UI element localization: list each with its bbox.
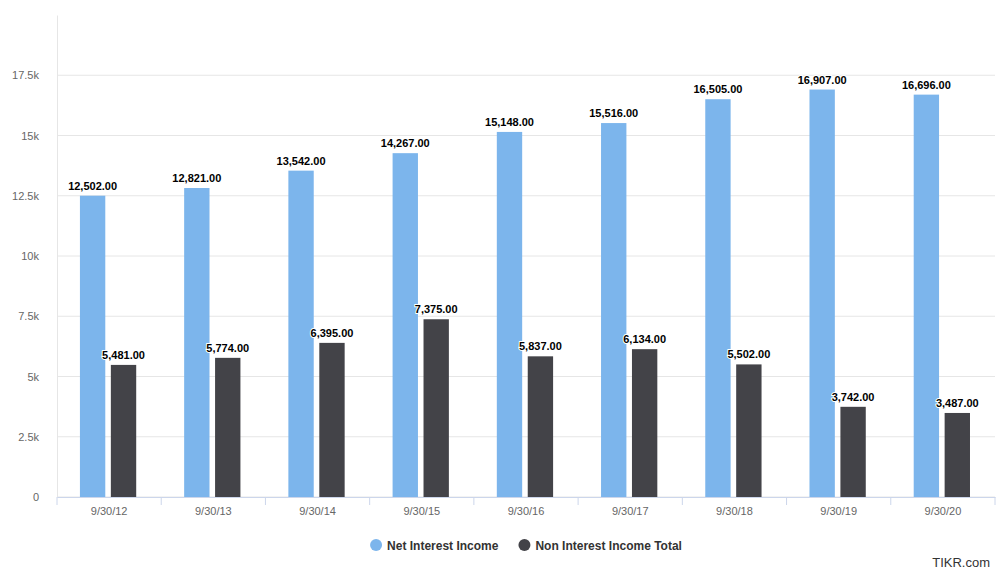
legend-symbol xyxy=(518,539,530,551)
x-axis-line xyxy=(58,497,996,498)
bar xyxy=(632,349,657,497)
y-tick-label: 10k xyxy=(21,250,39,262)
x-tick-label: 9/30/12 xyxy=(91,505,128,517)
bar xyxy=(705,99,730,497)
x-tick: 9/30/19 xyxy=(820,505,857,517)
data-label: 13,542.00 xyxy=(277,155,326,167)
y-tick-label: 12.5k xyxy=(12,190,39,202)
y-tick: 12.5k xyxy=(12,190,57,202)
y-axis-line xyxy=(57,16,58,498)
x-boundary-mark xyxy=(161,497,162,505)
x-tick-label: 9/30/19 xyxy=(820,505,857,517)
legend-label: Net Interest Income xyxy=(387,539,499,553)
data-label: 6,395.00 xyxy=(311,327,354,339)
bar xyxy=(736,364,761,497)
data-label: 14,267.00 xyxy=(381,137,430,149)
data-labels: 12,502.00 12,821.00 13,542.00 14,267.00 15,1… xyxy=(68,74,979,409)
data-label: 3,742.00 xyxy=(832,391,875,403)
y-tick: 5k xyxy=(27,371,57,383)
x-boundary-mark xyxy=(57,497,58,505)
y-tick: 15k xyxy=(21,130,57,142)
x-axis: 9/30/12 9/30/13 9/30/14 9/30/15 9/30/16 9/30/… xyxy=(57,497,996,517)
x-boundary-mark xyxy=(786,497,787,505)
y-tick: 0 xyxy=(33,491,57,503)
bar xyxy=(914,95,939,497)
grid-line xyxy=(57,75,995,76)
x-boundary-mark xyxy=(369,497,370,505)
x-tick-label: 9/30/13 xyxy=(195,505,232,517)
y-tick-label: 17.5k xyxy=(12,69,39,81)
chart: 02.5k5k7.5k10k12.5k15k17.5k9/30/129/30/1… xyxy=(0,0,1000,571)
grid-line xyxy=(57,135,995,136)
bar xyxy=(840,407,865,497)
bar xyxy=(809,90,834,497)
x-boundary-mark xyxy=(890,497,891,505)
legend-item[interactable]: Non Interest Income Total xyxy=(518,539,681,553)
bar xyxy=(601,123,626,497)
grid xyxy=(57,75,995,497)
data-label: 5,502.00 xyxy=(727,348,770,360)
x-tick: 9/30/12 xyxy=(91,505,128,517)
x-tick-label: 9/30/14 xyxy=(299,505,336,517)
data-label: 6,134.00 xyxy=(623,333,666,345)
x-tick-label: 9/30/16 xyxy=(508,505,545,517)
data-label: 16,907.00 xyxy=(798,74,847,86)
data-label: 12,821.00 xyxy=(172,172,221,184)
source-label: TIKR.com xyxy=(932,555,990,570)
y-tick-label: 2.5k xyxy=(18,431,39,443)
bar xyxy=(393,153,418,497)
data-label: 5,774.00 xyxy=(206,342,249,354)
y-tick: 10k xyxy=(21,250,57,262)
bar xyxy=(215,358,240,497)
data-label: 5,481.00 xyxy=(102,349,145,361)
legend-symbol xyxy=(370,539,382,551)
bar xyxy=(497,132,522,497)
x-boundary-mark xyxy=(265,497,266,505)
data-label: 5,837.00 xyxy=(519,340,562,352)
bar xyxy=(319,343,344,497)
x-boundary-mark xyxy=(473,497,474,505)
y-tick: 17.5k xyxy=(12,69,57,81)
y-tick: 2.5k xyxy=(18,431,57,443)
bar xyxy=(945,413,970,497)
y-tick-label: 15k xyxy=(21,130,39,142)
x-tick: 9/30/13 xyxy=(195,505,232,517)
x-tick: 9/30/17 xyxy=(612,505,649,517)
bar xyxy=(424,319,449,497)
data-label: 7,375.00 xyxy=(415,303,458,315)
x-tick-label: 9/30/15 xyxy=(403,505,440,517)
x-tick: 9/30/16 xyxy=(508,505,545,517)
data-label: 16,505.00 xyxy=(693,83,742,95)
x-boundary-mark xyxy=(578,497,579,505)
x-tick-label: 9/30/18 xyxy=(716,505,753,517)
x-boundary-mark xyxy=(995,497,996,505)
y-tick: 7.5k xyxy=(18,310,57,322)
data-label: 3,487.00 xyxy=(936,397,979,409)
y-tick-label: 0 xyxy=(33,491,39,503)
y-tick-label: 7.5k xyxy=(18,310,39,322)
legend: Net Interest Income Non Interest Income T… xyxy=(370,539,682,553)
x-tick: 9/30/15 xyxy=(403,505,440,517)
x-tick-label: 9/30/17 xyxy=(612,505,649,517)
y-axis: 0 2.5k 5k 7.5k 10k 12.5k 15k 17.5k xyxy=(12,16,57,504)
x-tick-label: 9/30/20 xyxy=(925,505,962,517)
legend-label: Non Interest Income Total xyxy=(535,539,681,553)
x-boundary-mark xyxy=(682,497,683,505)
data-label: 15,148.00 xyxy=(485,116,534,128)
bar xyxy=(111,365,136,497)
data-label: 16,696.00 xyxy=(902,79,951,91)
y-tick-label: 5k xyxy=(27,371,39,383)
data-label: 15,516.00 xyxy=(589,107,638,119)
x-tick: 9/30/20 xyxy=(925,505,962,517)
bar xyxy=(80,196,105,497)
x-tick: 9/30/18 xyxy=(716,505,753,517)
x-tick: 9/30/14 xyxy=(299,505,336,517)
legend-item[interactable]: Net Interest Income xyxy=(370,539,499,553)
data-label: 12,502.00 xyxy=(68,180,117,192)
bar xyxy=(528,356,553,497)
bars xyxy=(80,90,970,497)
